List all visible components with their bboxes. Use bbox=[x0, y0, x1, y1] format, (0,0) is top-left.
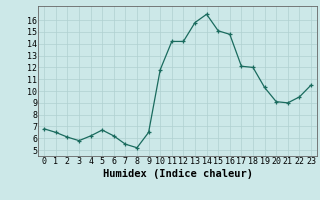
X-axis label: Humidex (Indice chaleur): Humidex (Indice chaleur) bbox=[103, 169, 252, 179]
